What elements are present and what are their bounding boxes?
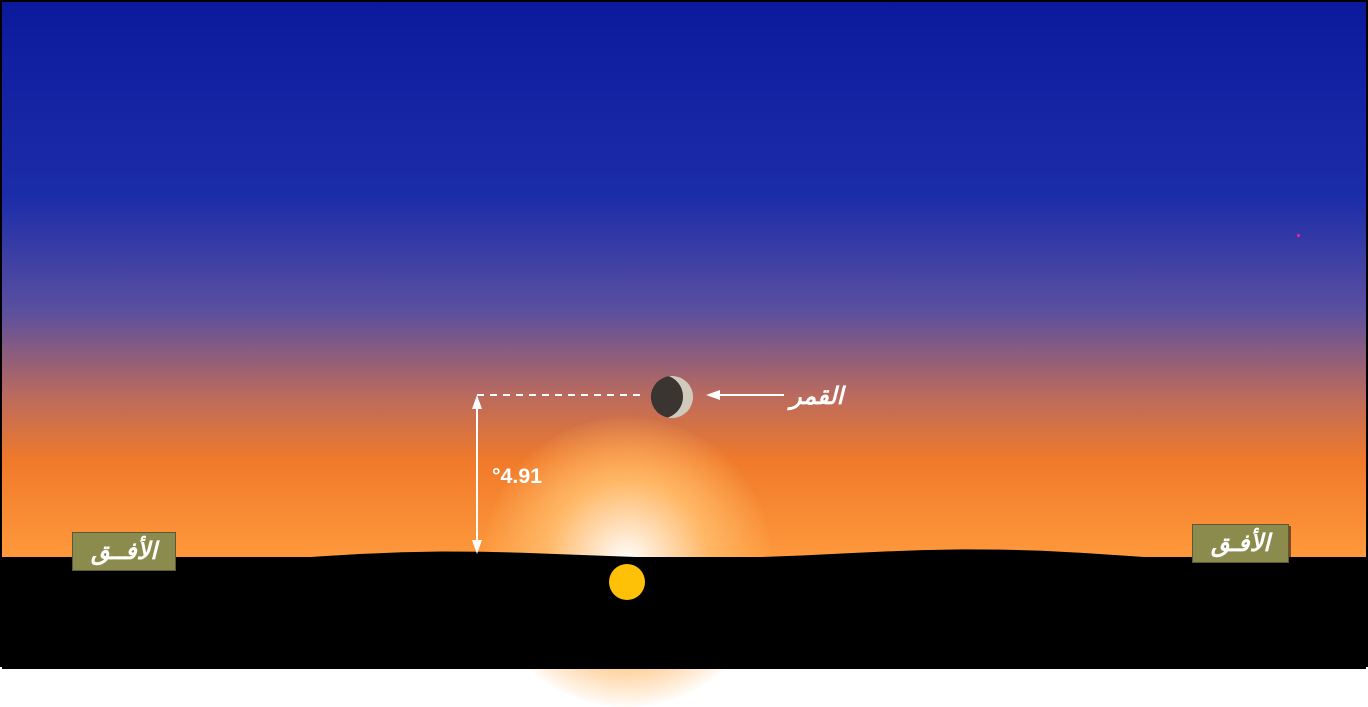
angle-value-label: °4.91 bbox=[492, 464, 542, 489]
star-dot bbox=[1297, 234, 1300, 237]
sun bbox=[609, 564, 645, 600]
horizon-label-left: الأفــق bbox=[72, 532, 176, 571]
crescent-moon-icon bbox=[650, 375, 694, 419]
moon-label: القمر bbox=[790, 382, 843, 411]
astronomy-diagram: القمر °4.91 الأفــق الأفـق bbox=[0, 0, 1368, 667]
horizon-label-right: الأفـق bbox=[1192, 524, 1289, 563]
ground bbox=[2, 557, 1366, 669]
